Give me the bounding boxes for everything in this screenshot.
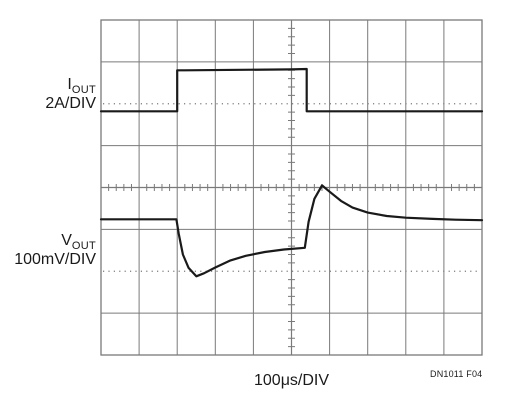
plot-traces	[99, 67, 484, 278]
iout-axis-label: IOUT 2A/DIV	[45, 76, 96, 113]
figure-id-label: DN1011 F04	[430, 369, 483, 379]
vout-name: VOUT	[61, 232, 96, 252]
iout-name: IOUT	[67, 76, 96, 96]
vout-scale-label: 100mV/DIV	[14, 251, 96, 268]
time-scale-label: 100μs/DIV	[254, 372, 330, 389]
vout-trace	[99, 184, 484, 278]
vout-axis-label: VOUT 100mV/DIV	[14, 232, 96, 269]
iout-scale-label: 2A/DIV	[45, 95, 96, 112]
plot-grid	[100, 19, 483, 356]
iout-trace	[99, 67, 484, 113]
